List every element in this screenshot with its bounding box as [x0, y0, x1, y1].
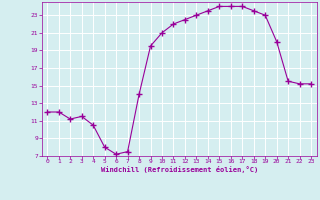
- X-axis label: Windchill (Refroidissement éolien,°C): Windchill (Refroidissement éolien,°C): [100, 166, 258, 173]
